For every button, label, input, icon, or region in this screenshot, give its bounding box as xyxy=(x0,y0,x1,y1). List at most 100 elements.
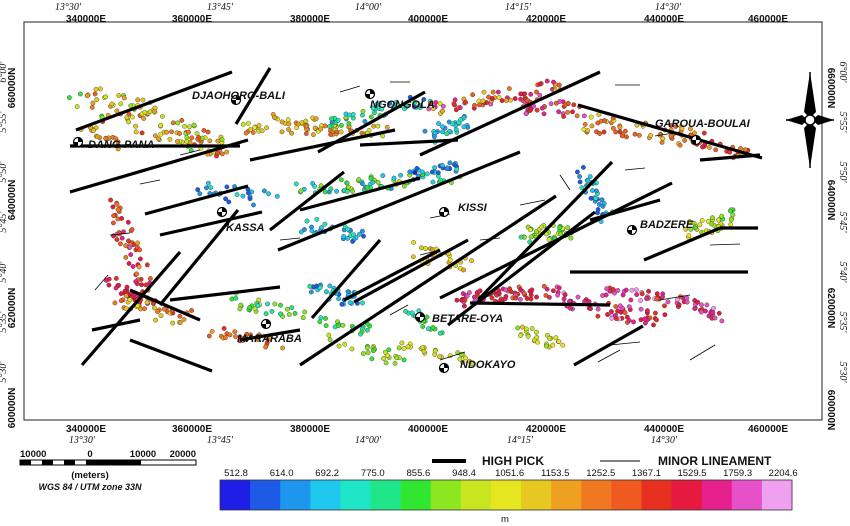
anomaly-point xyxy=(328,186,334,192)
anomaly-point xyxy=(437,354,442,360)
anomaly-point xyxy=(370,105,376,111)
anomaly-point xyxy=(581,126,587,132)
colorbar-swatch xyxy=(671,480,703,510)
minor-lineament xyxy=(654,131,681,137)
anomaly-point xyxy=(728,221,734,227)
anomaly-point xyxy=(620,292,626,298)
town-marker-icon xyxy=(626,224,638,236)
anomaly-point xyxy=(464,293,470,299)
anomaly-point xyxy=(575,294,581,300)
anomaly-point xyxy=(682,137,687,143)
anomaly-point xyxy=(496,95,502,100)
anomaly-point xyxy=(358,331,363,337)
x-tick: 460000E xyxy=(748,14,788,25)
minor-lineament xyxy=(559,174,571,191)
anomaly-point xyxy=(539,105,545,111)
anomaly-point xyxy=(127,244,133,250)
anomaly-point xyxy=(177,320,183,325)
minor-lineament xyxy=(109,232,131,236)
lat-label: 5°45' xyxy=(837,211,848,233)
town-label: NGONGOLA xyxy=(370,99,435,111)
anomaly-point xyxy=(588,114,594,120)
anomaly-point xyxy=(546,237,552,243)
anomaly-point xyxy=(518,91,524,97)
anomaly-point xyxy=(113,136,119,142)
anomaly-point xyxy=(189,135,195,141)
anomaly-point xyxy=(602,118,607,124)
anomaly-point xyxy=(383,360,389,366)
anomaly-point xyxy=(631,319,636,325)
anomaly-point xyxy=(245,121,251,126)
anomaly-point xyxy=(229,296,235,302)
anomaly-point xyxy=(360,108,366,114)
high-pick-line xyxy=(589,198,661,222)
anomaly-point xyxy=(214,153,219,159)
anomaly-point xyxy=(335,323,341,329)
anomaly-point xyxy=(322,189,328,195)
anomaly-point xyxy=(470,92,476,98)
anomaly-point xyxy=(259,128,265,134)
anomaly-point xyxy=(523,326,529,332)
town-marker-icon xyxy=(260,318,272,330)
anomaly-point xyxy=(556,285,562,291)
anomaly-point xyxy=(692,225,698,231)
high-pick-line xyxy=(577,103,763,160)
anomaly-point xyxy=(298,188,304,194)
anomaly-point xyxy=(108,197,114,203)
anomaly-point xyxy=(394,99,399,105)
town-label: DANG-PANA xyxy=(88,139,154,151)
anomaly-point xyxy=(351,232,356,238)
anomaly-point xyxy=(359,326,365,332)
anomaly-point xyxy=(624,134,629,140)
anomaly-point xyxy=(577,179,583,185)
anomaly-point xyxy=(543,343,549,349)
anomaly-point xyxy=(159,114,165,119)
scale-label: 20000 xyxy=(170,449,196,460)
anomaly-point xyxy=(269,308,275,314)
y-tick: 660000N xyxy=(825,68,836,109)
anomaly-point xyxy=(237,306,243,312)
anomaly-point xyxy=(364,184,370,190)
anomaly-point xyxy=(335,117,341,123)
anomaly-point xyxy=(460,291,466,296)
anomaly-point xyxy=(184,139,190,145)
anomaly-point xyxy=(617,125,623,130)
anomaly-point xyxy=(386,347,392,353)
anomaly-point xyxy=(590,188,595,193)
colorbar: 512.8 614.0 692.2 775.0 855.6 948.4 1051.6 1153… xyxy=(219,468,798,511)
anomaly-point xyxy=(581,113,587,119)
y-tick: 640000N xyxy=(825,180,836,221)
colorbar-swatch xyxy=(701,480,733,510)
anomaly-point xyxy=(295,121,301,127)
anomaly-point xyxy=(221,325,227,331)
colorbar-value: 614.0 xyxy=(270,468,294,479)
anomaly-point xyxy=(381,355,386,361)
lat-label: 5°40' xyxy=(837,261,848,283)
anomaly-point xyxy=(662,303,667,309)
town-label: BETARE-OYA xyxy=(432,313,503,325)
anomaly-point xyxy=(711,305,716,311)
anomaly-point xyxy=(344,189,350,194)
town-label: NDOKAYO xyxy=(460,359,516,371)
anomaly-point xyxy=(527,227,533,233)
lon-label: 13°30' xyxy=(69,435,96,446)
anomaly-point xyxy=(521,291,527,296)
anomaly-point xyxy=(535,339,540,345)
anomaly-point xyxy=(266,191,271,197)
anomaly-point xyxy=(158,122,164,128)
anomaly-point xyxy=(304,218,310,224)
anomaly-point xyxy=(232,329,238,335)
anomaly-point xyxy=(334,188,339,194)
anomaly-point xyxy=(525,333,531,339)
anomaly-point xyxy=(127,297,133,303)
anomaly-point xyxy=(520,324,525,330)
anomaly-point xyxy=(683,226,689,232)
anomaly-point xyxy=(676,302,682,307)
anomaly-point xyxy=(642,316,648,322)
anomaly-point xyxy=(513,295,519,301)
anomaly-point xyxy=(314,283,319,289)
anomaly-point xyxy=(424,314,430,320)
anomaly-point xyxy=(286,121,292,127)
anomaly-point xyxy=(85,93,90,99)
high-pick-lines xyxy=(69,67,763,373)
